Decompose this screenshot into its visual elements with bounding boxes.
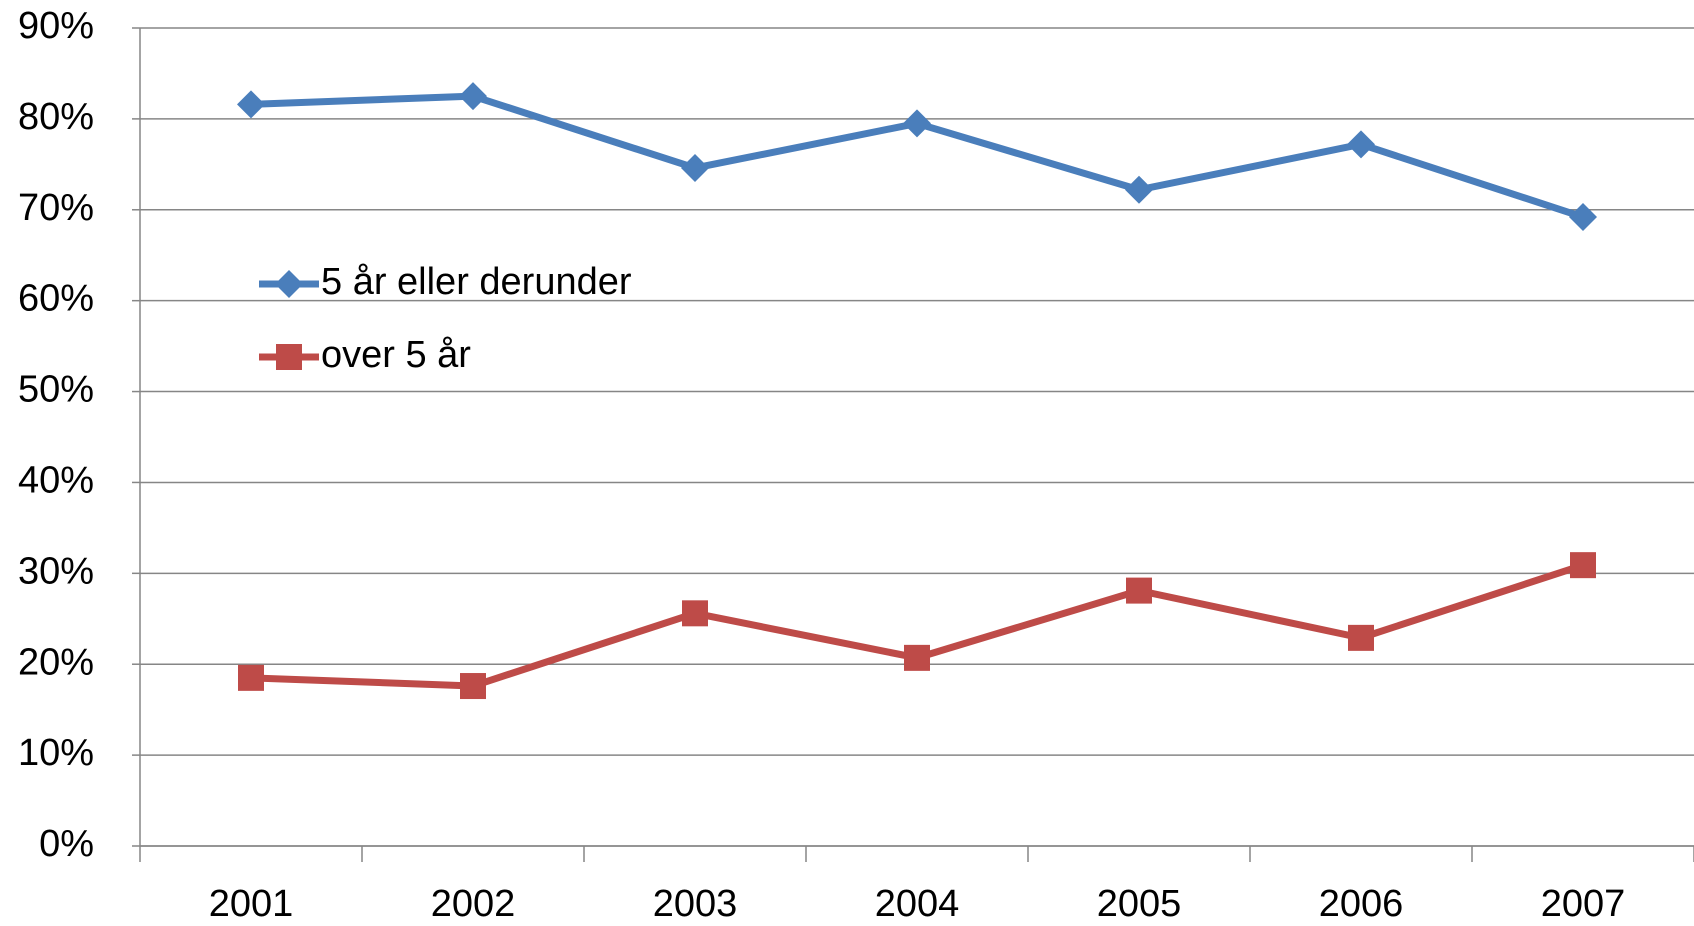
y-tick-label: 70% [18, 187, 94, 229]
x-tick-label: 2005 [1097, 883, 1182, 925]
y-tick-label: 20% [18, 641, 94, 683]
point [681, 153, 709, 182]
legend-marker [275, 270, 303, 298]
point [238, 664, 264, 691]
y-tick-label: 80% [18, 96, 94, 138]
point [1348, 624, 1374, 651]
point [682, 600, 708, 627]
point [1125, 175, 1153, 204]
legend-marker [276, 344, 302, 370]
y-tick-label: 10% [18, 732, 94, 774]
legend-label: 5 år eller derunder [321, 261, 632, 303]
y-tick-label: 50% [18, 369, 94, 411]
legend-label: over 5 år [321, 334, 471, 376]
x-tick-label: 2002 [431, 883, 516, 925]
y-tick-label: 40% [18, 459, 94, 501]
point [903, 109, 931, 138]
point [1126, 577, 1152, 604]
x-tick-label: 2006 [1319, 883, 1404, 925]
x-tick-label: 2003 [653, 883, 738, 925]
y-tick-label: 90% [18, 5, 94, 47]
point [1570, 552, 1596, 579]
x-tick-label: 2007 [1541, 883, 1626, 925]
y-tick-label: 30% [18, 550, 94, 592]
point [237, 90, 265, 119]
x-tick-label: 2001 [209, 883, 294, 925]
point [904, 644, 930, 671]
point [1347, 130, 1375, 159]
y-tick-label: 0% [39, 823, 94, 865]
point [460, 673, 486, 700]
x-tick-label: 2004 [875, 883, 960, 925]
point [459, 82, 487, 111]
y-tick-label: 60% [18, 278, 94, 320]
point [1569, 203, 1597, 232]
